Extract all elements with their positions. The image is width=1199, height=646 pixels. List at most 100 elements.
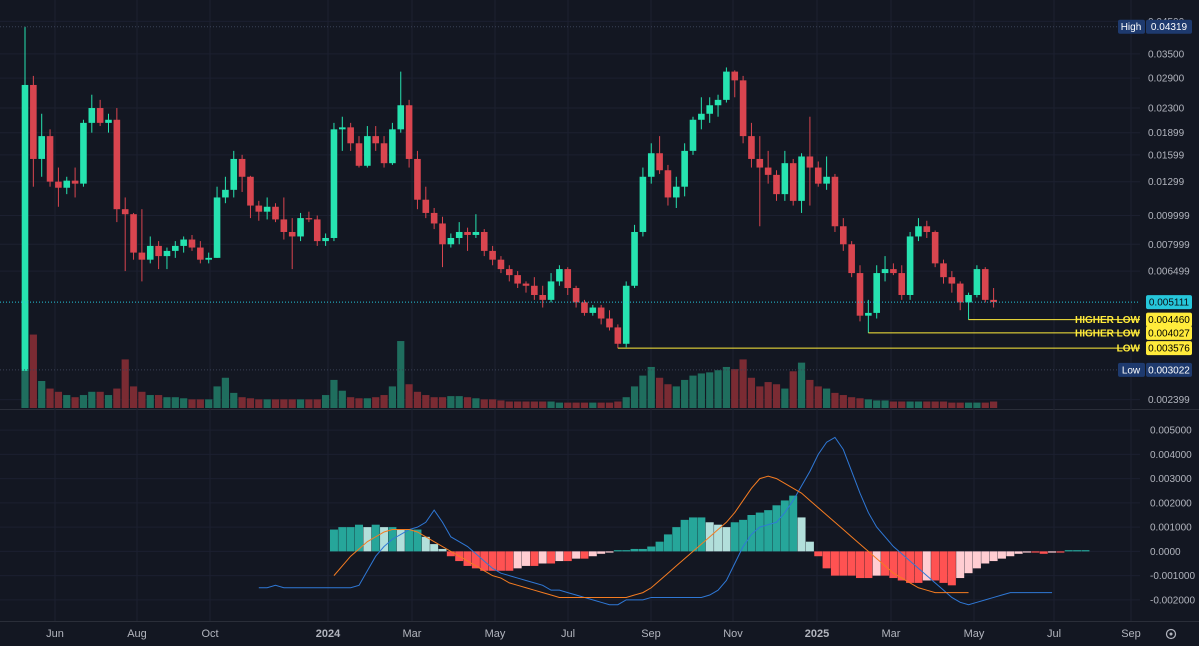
candle-body — [990, 299, 997, 303]
candle-body — [789, 163, 797, 201]
volume-bar — [463, 397, 472, 408]
volume-bar — [230, 392, 238, 408]
macd-histogram-bar — [1056, 551, 1065, 553]
candle-body — [506, 269, 513, 276]
macd-histogram-bar — [972, 551, 981, 569]
macd-histogram-bar — [488, 551, 497, 571]
time-tick-label: May — [964, 628, 985, 640]
candle-body — [238, 158, 246, 177]
price-tag-value: 0.005111 — [1149, 298, 1190, 309]
volume-bar — [873, 400, 881, 408]
volume-bar — [881, 400, 889, 408]
candle-body — [814, 167, 822, 184]
price-axis[interactable]: 0.045000.035000.029000.023000.018990.015… — [1075, 17, 1195, 606]
volume-bar — [104, 395, 113, 408]
macd-histogram-bar — [346, 527, 355, 552]
candle-body — [739, 80, 747, 137]
macd-histogram-bar — [380, 527, 389, 552]
settings-icon[interactable] — [1165, 628, 1177, 640]
macd-histogram-bar — [663, 534, 672, 552]
macd-line — [258, 436, 1053, 606]
volume-bar — [505, 401, 513, 408]
candle-body — [364, 136, 371, 166]
volume-bar — [964, 402, 973, 408]
macd-tick-label: -0.001000 — [1150, 571, 1195, 582]
volume-bar — [46, 388, 54, 408]
volume-bar — [372, 397, 380, 408]
price-tick-label: 0.01899 — [1148, 128, 1185, 139]
macd-histogram-bar — [747, 515, 756, 552]
macd-histogram-bar — [555, 551, 564, 562]
candle-body — [873, 273, 880, 313]
candle-body — [480, 231, 488, 251]
macd-histogram-bar — [672, 527, 681, 552]
macd-histogram-bar — [530, 551, 539, 566]
candle-body — [439, 223, 446, 245]
macd-histogram-bar — [430, 544, 439, 552]
candle-body — [940, 263, 947, 278]
price-tick-label: 0.03500 — [1148, 49, 1185, 60]
candle-body — [397, 105, 405, 130]
volume-bar — [856, 398, 864, 408]
macd-histogram-bar — [772, 505, 781, 552]
time-tick-label: Sep — [1121, 628, 1141, 640]
candle-body — [956, 283, 964, 303]
macd-pane — [258, 436, 1090, 606]
volume-bar — [422, 395, 430, 408]
volume-bar — [539, 401, 547, 408]
macd-histogram-bar — [1064, 550, 1073, 552]
volume-bar — [605, 402, 614, 408]
volume-bar — [338, 390, 346, 408]
macd-histogram-bar — [622, 550, 631, 552]
macd-histogram-bar — [1031, 551, 1040, 553]
macd-histogram-bar — [638, 548, 647, 552]
candle-body — [230, 158, 238, 190]
candle-body — [172, 245, 179, 251]
macd-tick-label: 0.005000 — [1150, 426, 1192, 437]
candle-body — [188, 239, 196, 248]
candle-body — [255, 205, 263, 212]
candle-body — [773, 174, 780, 195]
candle-body — [38, 136, 45, 159]
volume-bar — [956, 402, 964, 408]
volume-bar — [589, 402, 597, 408]
candle-body — [464, 231, 471, 235]
candle-body — [689, 119, 697, 151]
macd-histogram-bar — [1073, 550, 1082, 552]
volume-bar — [163, 397, 171, 408]
macd-histogram-bar — [856, 551, 864, 579]
macd-histogram-bar — [1081, 550, 1090, 552]
volume-bar — [656, 377, 664, 408]
time-axis[interactable]: Jun Aug Oct 2024 Mar May Jul Sep Nov 2025 Mar May Ju… — [46, 628, 1141, 640]
macd-histogram-bar — [797, 517, 806, 552]
candle-body — [130, 214, 137, 253]
macd-histogram-bar — [864, 551, 873, 579]
volume-bar — [497, 400, 505, 408]
candle-body — [597, 307, 605, 319]
macd-histogram-bar — [956, 551, 965, 579]
volume-bar — [906, 401, 914, 408]
time-tick-label: Mar — [882, 628, 901, 640]
candle-body — [731, 71, 739, 81]
volume-bar — [739, 359, 747, 408]
macd-histogram-bar — [1048, 551, 1057, 553]
volume-bar — [138, 391, 146, 408]
volume-bar — [831, 392, 839, 408]
volume-bar — [714, 370, 722, 408]
candle-body — [865, 312, 872, 316]
macd-histogram-bar — [513, 551, 522, 569]
volume-bar — [480, 399, 488, 408]
price-tag-value: 0.004460 — [1148, 315, 1190, 326]
macd-histogram-bar — [505, 551, 514, 571]
macd-histogram-bar — [438, 548, 447, 552]
macd-histogram-bar — [847, 551, 856, 576]
volume-bar — [664, 384, 672, 408]
volume-bar — [756, 386, 764, 408]
macd-histogram-bar — [822, 551, 831, 569]
volume-bar — [205, 399, 213, 408]
volume-bar — [781, 388, 789, 408]
candle-body — [414, 158, 421, 200]
volume-bar — [797, 362, 806, 408]
candle-body — [55, 181, 62, 188]
